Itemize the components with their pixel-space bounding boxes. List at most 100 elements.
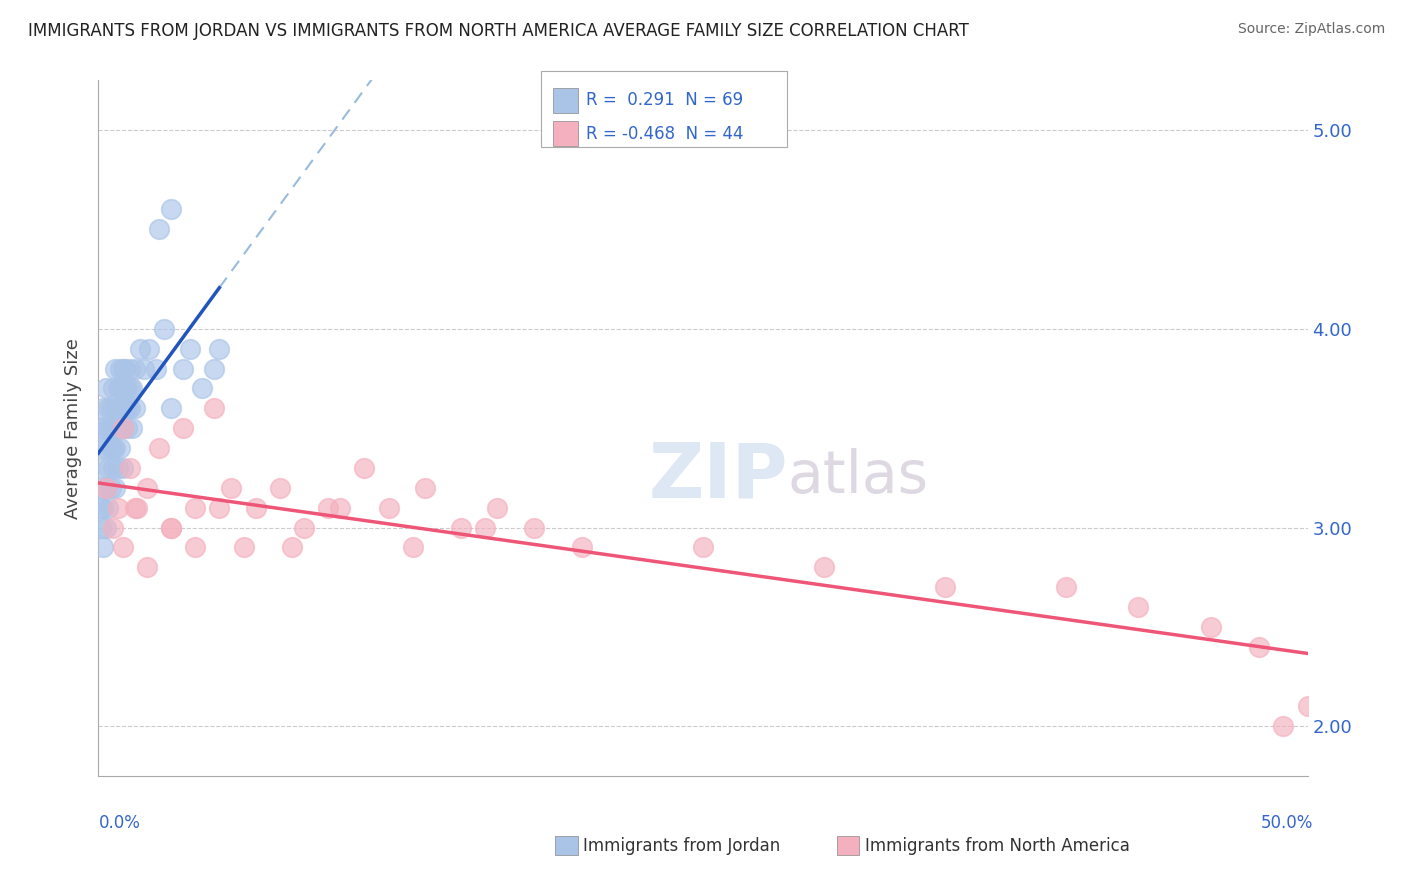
Point: [172, 421, 194, 435]
Point: [90, 441, 112, 455]
Point: [204, 401, 226, 416]
Point: [108, 361, 131, 376]
Text: 50.0%: 50.0%: [1260, 814, 1313, 831]
Point: [90, 481, 112, 495]
Point: [692, 541, 714, 555]
Point: [107, 401, 129, 416]
Point: [100, 421, 122, 435]
Point: [94, 441, 117, 455]
Point: [184, 500, 207, 515]
Point: [117, 401, 139, 416]
Point: [104, 401, 127, 416]
Point: [91, 500, 114, 515]
Point: [208, 500, 231, 515]
Point: [152, 322, 174, 336]
Point: [128, 342, 150, 356]
Point: [91, 401, 114, 416]
Point: [101, 381, 124, 395]
Point: [1249, 640, 1271, 654]
Point: [121, 421, 143, 435]
Point: [118, 361, 141, 376]
Point: [184, 541, 207, 555]
Point: [90, 421, 112, 435]
Point: [121, 381, 143, 395]
Point: [108, 401, 131, 416]
Point: [245, 500, 267, 515]
Point: [118, 381, 141, 395]
Point: [208, 342, 231, 356]
Point: [101, 421, 124, 435]
Point: [114, 401, 136, 416]
Point: [91, 541, 114, 555]
Point: [204, 361, 226, 376]
Point: [111, 381, 134, 395]
Point: [117, 381, 139, 395]
Text: Immigrants from North America: Immigrants from North America: [865, 837, 1129, 855]
Point: [101, 441, 124, 455]
Point: [108, 381, 131, 395]
Point: [145, 361, 167, 376]
Point: [172, 361, 194, 376]
Point: [97, 500, 120, 515]
Point: [1296, 699, 1319, 714]
Point: [402, 541, 425, 555]
Point: [100, 441, 122, 455]
Point: [111, 421, 134, 435]
Point: [450, 520, 472, 534]
Point: [934, 580, 956, 594]
Point: [111, 541, 134, 555]
Point: [474, 520, 496, 534]
Point: [104, 441, 127, 455]
Point: [160, 202, 183, 217]
Point: [486, 500, 509, 515]
Point: [135, 560, 157, 574]
Text: R =  0.291  N = 69: R = 0.291 N = 69: [586, 91, 744, 109]
Point: [1054, 580, 1077, 594]
Point: [124, 500, 146, 515]
Point: [148, 222, 170, 236]
Point: [377, 500, 399, 515]
Point: [179, 342, 201, 356]
Point: [221, 481, 243, 495]
Point: [101, 461, 124, 475]
Point: [97, 401, 120, 416]
Point: [90, 500, 112, 515]
Text: atlas: atlas: [787, 449, 928, 506]
Point: [148, 441, 170, 455]
Point: [108, 441, 131, 455]
Point: [316, 500, 339, 515]
Y-axis label: Average Family Size: Average Family Size: [65, 338, 83, 518]
Point: [135, 481, 157, 495]
Text: Source: ZipAtlas.com: Source: ZipAtlas.com: [1237, 22, 1385, 37]
Point: [94, 520, 117, 534]
Point: [329, 500, 352, 515]
Point: [191, 381, 214, 395]
Point: [160, 520, 183, 534]
Point: [118, 401, 141, 416]
Point: [523, 520, 546, 534]
Text: Immigrants from Jordan: Immigrants from Jordan: [583, 837, 780, 855]
Point: [117, 421, 139, 435]
Point: [124, 361, 146, 376]
Point: [160, 520, 183, 534]
Point: [91, 421, 114, 435]
Point: [232, 541, 254, 555]
Point: [107, 500, 129, 515]
Point: [97, 461, 120, 475]
Point: [127, 500, 149, 515]
Point: [104, 421, 127, 435]
Text: 0.0%: 0.0%: [98, 814, 141, 831]
Text: IMMIGRANTS FROM JORDAN VS IMMIGRANTS FROM NORTH AMERICA AVERAGE FAMILY SIZE CORR: IMMIGRANTS FROM JORDAN VS IMMIGRANTS FRO…: [28, 22, 969, 40]
Text: R = -0.468  N = 44: R = -0.468 N = 44: [586, 125, 744, 143]
Point: [104, 481, 127, 495]
Point: [111, 361, 134, 376]
Point: [94, 381, 117, 395]
Point: [134, 361, 156, 376]
Point: [97, 421, 120, 435]
Point: [111, 461, 134, 475]
Point: [138, 342, 160, 356]
Point: [813, 560, 835, 574]
Point: [1272, 719, 1295, 733]
Point: [114, 381, 136, 395]
Point: [94, 481, 117, 495]
